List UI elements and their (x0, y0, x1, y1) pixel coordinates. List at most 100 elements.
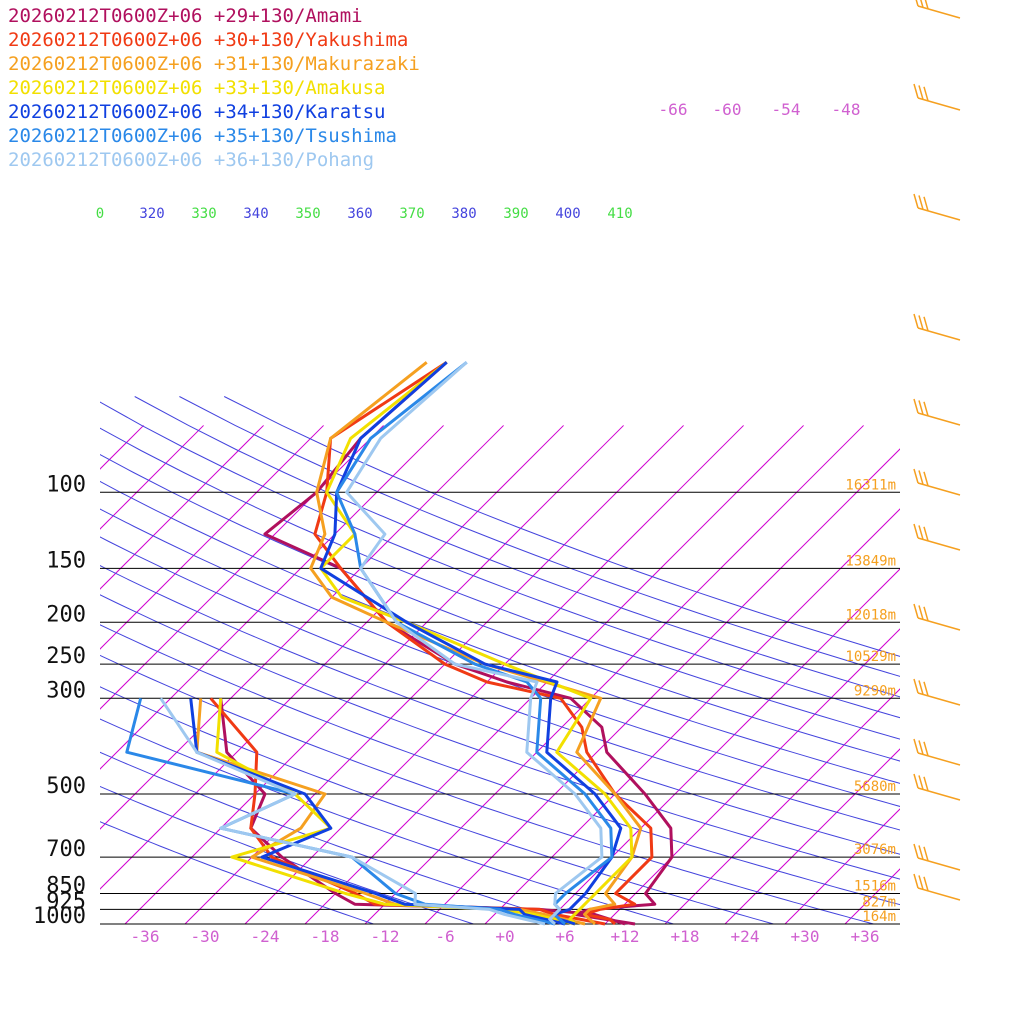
temperature-tick-label: +36 (851, 927, 880, 946)
wind-barb (913, 873, 961, 901)
pressure-level-lines (100, 491, 900, 925)
wind-barb-staff (917, 787, 961, 801)
height-label: 9290m (854, 683, 896, 699)
wind-barb (913, 523, 961, 551)
wind-barb-feather (923, 196, 929, 212)
temperature-tick-label: -24 (251, 927, 280, 946)
pressure-label: 200 (46, 602, 86, 627)
isotherm-line (364, 425, 864, 924)
dry-adiabat-line (134, 396, 900, 698)
isotherm-line (100, 425, 504, 830)
theta-label: 330 (191, 206, 216, 222)
upper-temperature-label: -48 (832, 100, 861, 119)
isotherm-line (664, 688, 900, 924)
temperature-profile-karatsu (319, 361, 623, 926)
wind-barb (913, 678, 961, 706)
pressure-label: 150 (46, 548, 86, 573)
dry-adiabat-line (100, 686, 776, 924)
theta-label: 360 (347, 206, 372, 222)
wind-barb-feather (918, 875, 924, 890)
theta-label: 400 (555, 206, 580, 222)
temperature-tick-label: +24 (731, 927, 760, 946)
isotherm-line (724, 748, 900, 924)
wind-barb-feather (918, 605, 924, 620)
wind-barb-staff (917, 482, 961, 496)
wind-barb-staff (917, 887, 961, 901)
dry-adiabat-line (100, 454, 900, 762)
wind-barb-feather (918, 195, 924, 210)
upper-temperature-label: -60 (713, 100, 742, 119)
wind-barb (915, 0, 961, 19)
temperature-tick-label: -36 (131, 927, 160, 946)
temperature-tick-label: -18 (311, 927, 340, 946)
wind-barb-feather (913, 603, 919, 619)
wind-barb-staff (917, 692, 961, 706)
wind-barb-feather (923, 606, 929, 622)
wind-barb-staff (917, 5, 961, 19)
theta-label: 350 (295, 206, 320, 222)
dry-adiabat-line (179, 396, 900, 677)
wind-barb-staff (917, 857, 961, 871)
temperature-profile-pohang (345, 361, 604, 926)
wind-barb-feather (918, 470, 924, 485)
wind-barb-staff (917, 327, 961, 341)
dewpoint-profile-makurazaki (195, 698, 586, 926)
wind-barbs (913, 0, 961, 901)
wind-barb-feather (923, 876, 929, 892)
temperature-tick-label: +0 (495, 927, 514, 946)
pressure-label: 300 (46, 678, 86, 703)
wind-barb-staff (917, 207, 961, 221)
legend-entry: 20260212T0600Z+06 +35+130/Tsushima (8, 125, 397, 147)
dewpoint-profile-karatsu (189, 698, 566, 926)
wind-barb-feather (913, 468, 919, 484)
legend-entry: 20260212T0600Z+06 +33+130/Amakusa (8, 77, 386, 99)
dry-adiabat-line (100, 508, 900, 807)
dry-adiabat-line (100, 427, 900, 740)
wind-barb (913, 773, 961, 801)
wind-barb (913, 738, 961, 766)
isotherm-line (244, 425, 744, 924)
adiabat-grid (100, 396, 900, 924)
dewpoint-profile-amakusa (215, 698, 576, 926)
wind-barb (913, 313, 961, 341)
wind-barb-feather (920, 0, 924, 8)
wind-barb-feather (923, 526, 929, 542)
height-label: 827m (862, 894, 896, 910)
wind-barb-feather (918, 740, 924, 755)
theta-label: 370 (399, 206, 424, 222)
wind-barb-feather (918, 315, 924, 330)
isotherm-line (184, 425, 684, 924)
wind-barb-feather (923, 471, 929, 487)
height-label: 10529m (845, 649, 896, 665)
isotherm-line (100, 425, 324, 650)
wind-barb-feather (918, 775, 924, 790)
wind-barb-feather (923, 846, 929, 862)
isotherm-line (100, 425, 204, 530)
isotherm-line (0, 425, 24, 924)
wind-barb-feather (913, 523, 919, 539)
legend-entry: 20260212T0600Z+06 +36+130/Pohang (8, 149, 375, 171)
isotherm-line (424, 448, 900, 924)
wind-barb-feather (918, 85, 924, 100)
wind-barb-feather (923, 401, 929, 417)
wind-barb-staff (917, 97, 961, 111)
pressure-label: 500 (46, 774, 86, 799)
upper-temperature-label: -66 (659, 100, 688, 119)
isotherm-line (124, 425, 624, 924)
dry-adiabat-line (100, 821, 376, 924)
isotherm-line (604, 628, 900, 924)
wind-barb (913, 398, 961, 426)
wind-barb-feather (913, 773, 919, 789)
height-label: 5680m (854, 779, 896, 795)
height-label: 3076m (854, 842, 896, 858)
temperature-tick-label: +6 (555, 927, 574, 946)
dry-adiabat-line (100, 565, 900, 855)
wind-barb-feather (913, 738, 919, 754)
isotherm-line (965, 425, 1024, 924)
theta-label: 390 (503, 206, 528, 222)
wind-barb-staff (917, 537, 961, 551)
theta-label: 340 (243, 206, 268, 222)
isotherm-line (100, 425, 264, 590)
wind-barb-feather (915, 0, 919, 7)
